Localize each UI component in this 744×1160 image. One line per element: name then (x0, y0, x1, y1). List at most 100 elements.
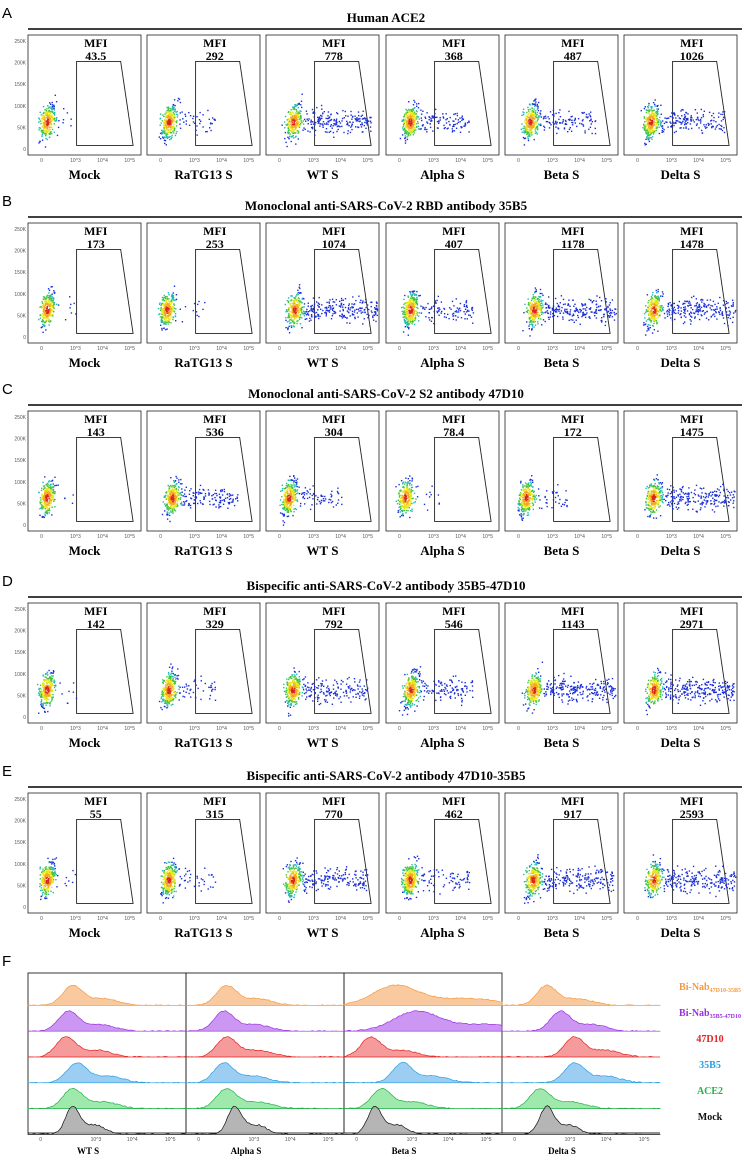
event-dot (44, 297, 46, 299)
event-dot (173, 113, 176, 115)
event-dot (45, 131, 47, 133)
event-dot (523, 312, 525, 314)
event-dot (666, 117, 668, 120)
event-dot (402, 311, 405, 313)
event-dot (657, 301, 659, 304)
event-dot (533, 116, 535, 118)
event-dot (326, 301, 328, 304)
event-dot (357, 111, 360, 113)
event-dot (52, 298, 54, 300)
event-dot (297, 114, 299, 116)
event-dot (302, 123, 305, 125)
event-dot (172, 297, 174, 300)
event-dot (195, 311, 198, 313)
event-dot (413, 113, 415, 115)
event-dot (531, 125, 533, 127)
event-dot (540, 309, 542, 311)
event-dot (640, 110, 642, 112)
event-dot (660, 305, 662, 307)
event-dot (44, 314, 47, 316)
event-dot (162, 299, 164, 301)
event-dot (652, 324, 654, 327)
event-dot (292, 111, 294, 113)
event-dot (295, 116, 297, 119)
event-dot (370, 305, 372, 308)
event-dot (403, 310, 405, 312)
event-dot (328, 301, 330, 303)
event-dot (289, 319, 291, 321)
event-dot (684, 310, 686, 312)
event-dot (413, 309, 415, 312)
event-dot (403, 118, 405, 121)
event-dot (464, 124, 467, 126)
event-dot (443, 127, 445, 130)
event-dot (51, 117, 53, 119)
event-dot (40, 499, 42, 501)
y-tick-label: 0 (23, 335, 26, 341)
event-dot (528, 118, 530, 120)
event-dot (466, 318, 468, 320)
event-dot (304, 128, 306, 131)
event-dot (405, 116, 407, 119)
event-dot (168, 125, 170, 127)
event-dot (410, 297, 412, 299)
event-dot (438, 310, 440, 312)
event-dot (547, 116, 549, 118)
event-dot (285, 317, 287, 319)
event-dot (410, 315, 412, 317)
event-dot (402, 125, 405, 127)
event-dot (442, 113, 444, 115)
event-dot (41, 129, 44, 132)
event-dot (166, 315, 169, 317)
event-dot (655, 308, 658, 310)
event-dot (530, 132, 532, 134)
event-dot (51, 304, 53, 306)
event-dot (553, 314, 556, 317)
event-dot (646, 116, 648, 119)
event-dot (533, 314, 535, 317)
event-dot (422, 307, 424, 310)
event-dot (320, 123, 322, 125)
event-dot (564, 123, 566, 126)
event-dot (466, 306, 468, 308)
event-dot (177, 97, 180, 100)
event-dot (364, 117, 366, 119)
event-dot (406, 326, 408, 328)
event-dot (292, 321, 294, 323)
event-dot (416, 302, 418, 304)
event-dot (420, 312, 423, 314)
event-dot (298, 121, 301, 124)
event-dot (358, 115, 360, 117)
event-dot (355, 120, 357, 122)
event-dot (545, 307, 547, 309)
event-dot (715, 312, 717, 314)
event-dot (527, 138, 529, 140)
event-dot (295, 120, 297, 122)
event-dot (657, 124, 660, 126)
event-dot (314, 122, 316, 125)
event-dot (293, 316, 295, 318)
event-dot (529, 306, 531, 308)
event-dot (163, 123, 165, 125)
event-dot (165, 300, 168, 302)
event-dot (291, 302, 293, 305)
event-dot (161, 311, 163, 313)
event-dot (648, 308, 650, 310)
event-dot (166, 131, 169, 134)
event-dot (294, 116, 296, 119)
event-dot (292, 319, 295, 322)
event-dot (535, 101, 537, 103)
event-dot (43, 115, 46, 117)
event-dot (555, 126, 557, 128)
event-dot (325, 306, 328, 308)
event-dot (535, 116, 538, 119)
event-dot (655, 111, 657, 113)
event-dot (528, 302, 530, 304)
event-dot (284, 137, 286, 140)
event-dot (426, 121, 428, 123)
event-dot (298, 309, 300, 311)
event-dot (671, 112, 673, 114)
condition-label: Beta S (544, 355, 580, 370)
event-dot (534, 317, 537, 319)
